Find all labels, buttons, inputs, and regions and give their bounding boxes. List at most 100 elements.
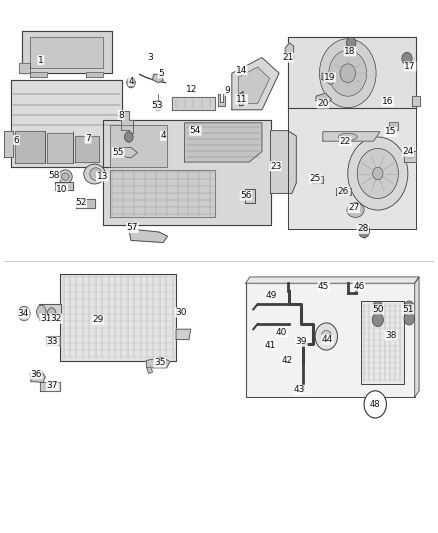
Polygon shape: [185, 123, 262, 162]
Polygon shape: [285, 43, 294, 59]
Ellipse shape: [58, 170, 72, 183]
Text: 26: 26: [338, 187, 349, 196]
Text: 14: 14: [236, 66, 247, 75]
Text: 4: 4: [160, 132, 166, 140]
Polygon shape: [389, 123, 399, 130]
Text: 51: 51: [402, 305, 413, 314]
Polygon shape: [19, 63, 30, 73]
Text: 16: 16: [382, 97, 393, 106]
Polygon shape: [271, 131, 296, 193]
Circle shape: [315, 323, 337, 350]
Text: 18: 18: [344, 47, 356, 56]
Polygon shape: [246, 277, 419, 283]
Ellipse shape: [48, 337, 56, 344]
Polygon shape: [15, 131, 45, 163]
Text: 7: 7: [85, 134, 91, 143]
Text: 57: 57: [127, 223, 138, 232]
Text: 25: 25: [310, 174, 321, 183]
Text: 46: 46: [353, 282, 364, 291]
Text: 32: 32: [51, 314, 62, 323]
Ellipse shape: [323, 73, 332, 82]
Text: 11: 11: [236, 95, 247, 104]
Polygon shape: [146, 358, 170, 368]
Text: 22: 22: [339, 136, 351, 146]
Circle shape: [404, 301, 414, 313]
Polygon shape: [288, 37, 417, 108]
Circle shape: [321, 330, 332, 343]
Ellipse shape: [90, 168, 102, 180]
Text: 12: 12: [186, 85, 198, 94]
Text: 9: 9: [225, 86, 230, 95]
Text: 41: 41: [265, 342, 276, 350]
Text: 54: 54: [190, 126, 201, 135]
Text: 33: 33: [47, 337, 58, 346]
Circle shape: [124, 132, 133, 142]
Text: 13: 13: [96, 172, 108, 181]
Text: 43: 43: [294, 385, 305, 394]
Polygon shape: [322, 73, 336, 85]
Text: 40: 40: [276, 328, 287, 337]
Circle shape: [372, 313, 383, 327]
Polygon shape: [288, 108, 417, 229]
Polygon shape: [218, 94, 226, 106]
Text: 8: 8: [118, 110, 124, 119]
Polygon shape: [323, 132, 380, 141]
Text: 53: 53: [152, 101, 163, 110]
Text: 1: 1: [38, 55, 44, 64]
Text: 20: 20: [317, 99, 328, 108]
Polygon shape: [403, 150, 416, 162]
Circle shape: [348, 137, 408, 210]
Polygon shape: [176, 329, 191, 340]
Text: 23: 23: [270, 161, 281, 171]
Polygon shape: [245, 189, 255, 203]
Text: 49: 49: [266, 291, 277, 300]
Text: 29: 29: [92, 316, 104, 324]
Text: 38: 38: [385, 331, 396, 340]
Circle shape: [329, 50, 367, 96]
Text: 3: 3: [148, 53, 153, 62]
Ellipse shape: [61, 173, 69, 180]
Circle shape: [404, 312, 414, 325]
Polygon shape: [30, 72, 47, 77]
Circle shape: [373, 167, 383, 180]
Circle shape: [346, 37, 356, 49]
Polygon shape: [39, 304, 61, 320]
Ellipse shape: [347, 203, 364, 217]
Text: 39: 39: [296, 337, 307, 346]
Circle shape: [402, 52, 412, 65]
Polygon shape: [55, 182, 73, 190]
Ellipse shape: [47, 308, 56, 319]
Text: 10: 10: [56, 185, 67, 193]
Text: 5: 5: [158, 69, 164, 78]
Text: 48: 48: [370, 400, 381, 409]
Text: 36: 36: [30, 369, 42, 378]
Circle shape: [319, 39, 376, 108]
Polygon shape: [4, 131, 13, 157]
Polygon shape: [238, 67, 270, 103]
Text: 37: 37: [47, 381, 58, 390]
Text: 15: 15: [385, 127, 396, 136]
Text: 28: 28: [357, 224, 368, 233]
Text: 45: 45: [318, 282, 329, 291]
Text: 42: 42: [281, 356, 293, 365]
Polygon shape: [312, 175, 323, 183]
Polygon shape: [11, 79, 123, 167]
Polygon shape: [232, 58, 279, 110]
Polygon shape: [129, 229, 167, 243]
Text: 19: 19: [324, 73, 336, 82]
Polygon shape: [30, 372, 45, 383]
Polygon shape: [110, 125, 167, 167]
Polygon shape: [336, 188, 351, 196]
Ellipse shape: [36, 305, 46, 319]
Polygon shape: [46, 336, 60, 345]
Text: 52: 52: [75, 198, 86, 207]
Ellipse shape: [84, 164, 105, 184]
Text: 17: 17: [404, 62, 416, 71]
Circle shape: [364, 391, 386, 418]
Polygon shape: [120, 148, 138, 158]
Text: 35: 35: [154, 358, 166, 367]
Polygon shape: [147, 367, 152, 374]
Polygon shape: [316, 93, 332, 106]
Text: 21: 21: [282, 53, 293, 62]
Text: 30: 30: [176, 308, 187, 317]
